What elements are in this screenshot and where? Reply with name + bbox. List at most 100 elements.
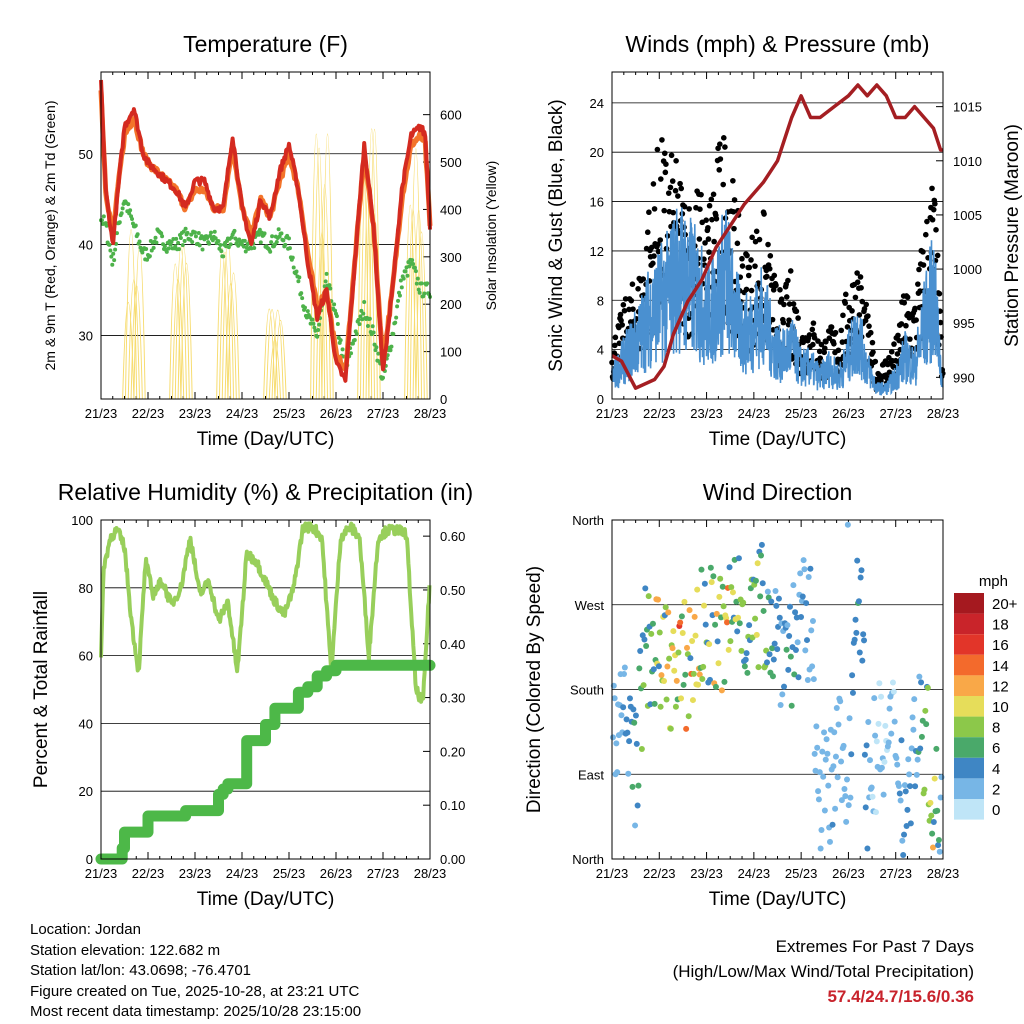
dewpoint-point [258, 240, 263, 245]
gust-point [646, 209, 652, 216]
gust-point [743, 286, 750, 293]
direction-point [895, 782, 902, 789]
dewpoint-point [357, 322, 362, 327]
dewpoint-point [361, 311, 366, 316]
direction-point [912, 783, 919, 790]
dewpoint-point [371, 330, 376, 335]
direction-point [701, 602, 708, 609]
dewpoint-point [180, 243, 185, 248]
direction-point [685, 713, 692, 720]
direction-point [621, 664, 628, 671]
dewpoint-point [349, 351, 354, 356]
gust-point [749, 234, 755, 241]
direction-point [934, 807, 941, 814]
direction-point [611, 695, 618, 702]
gust-point [936, 290, 943, 297]
insolation-spike [409, 148, 423, 400]
direction-point [774, 646, 781, 653]
direction-point [689, 638, 696, 645]
insolation-spike [263, 308, 276, 400]
direction-point [683, 644, 690, 651]
humidity-y2tick-label: 0.10 [440, 798, 465, 813]
gust-point [655, 248, 662, 255]
dewpoint-point [126, 202, 131, 207]
direction-point [901, 831, 908, 838]
dewpoint-point [190, 240, 195, 245]
dewpoint-point [367, 316, 372, 321]
gust-point [865, 313, 871, 319]
dewpoint-point [130, 217, 135, 222]
gust-point [697, 206, 703, 213]
direction-point [645, 593, 652, 600]
direction-point [679, 629, 686, 636]
gust-point [651, 206, 658, 212]
direction-point [843, 818, 850, 825]
dewpoint-point [340, 347, 345, 352]
direction-point [849, 672, 856, 679]
dewpoint-point [228, 242, 233, 247]
direction-point [819, 748, 826, 755]
gust-point [777, 286, 783, 293]
gust-point [894, 351, 901, 357]
direction-point [890, 688, 897, 695]
dewpoint-point [166, 246, 171, 251]
direction-point [933, 745, 940, 752]
direction-point [893, 754, 900, 761]
winds-ytick-label: 16 [590, 195, 604, 210]
direction-point [808, 627, 815, 634]
insolation-spike [180, 262, 193, 400]
dewpoint-point [101, 214, 106, 219]
direction-point [677, 619, 684, 626]
insolation-spike [127, 279, 141, 400]
direction-xtick-label: 23/23 [690, 866, 723, 881]
direction-point [875, 720, 882, 727]
winds-xtick-label: 26/23 [832, 406, 865, 421]
direction-point [726, 564, 733, 571]
dewpoint-point [401, 276, 406, 281]
direction-point [682, 671, 689, 678]
humidity-ytick-label: 80 [79, 581, 93, 596]
dewpoint-point [162, 244, 167, 249]
speed-legend-swatch [954, 654, 984, 676]
gust-point [895, 332, 901, 339]
dewpoint-point [302, 305, 307, 310]
direction-point [746, 622, 753, 629]
direction-point [929, 830, 936, 837]
gust-point [720, 135, 727, 141]
winds-ytick-label: 20 [590, 145, 604, 160]
winds-y2label: Station Pressure (Maroon) [1002, 124, 1023, 347]
dewpoint-point [374, 345, 379, 350]
dewpoint-point [147, 254, 152, 259]
direction-point [634, 802, 641, 809]
direction-point [872, 732, 879, 739]
direction-point [742, 656, 749, 663]
direction-point [901, 782, 908, 789]
temperature-xlabel: Time (Day/UTC) [197, 429, 335, 450]
dewpoint-point [268, 249, 273, 254]
dewpoint-point [210, 238, 215, 243]
dewpoint-point [269, 240, 274, 245]
temperature-y2tick-label: 500 [440, 155, 462, 170]
speed-legend-label: 20+ [992, 596, 1018, 613]
direction-point [900, 851, 907, 858]
dewpoint-point [350, 341, 355, 346]
direction-point [840, 742, 847, 749]
dewpoint-point [381, 375, 385, 380]
direction-point [672, 703, 679, 710]
direction-ytick-label: East [578, 767, 604, 782]
direction-point [740, 599, 747, 606]
direction-point [719, 583, 726, 590]
gust-point [746, 264, 753, 271]
gust-point [681, 203, 688, 210]
gust-point [730, 209, 737, 215]
temperature-xtick-label: 21/23 [85, 406, 118, 421]
gust-point [937, 319, 944, 326]
gust-point [651, 253, 657, 259]
dewpoint-point [389, 344, 394, 349]
dewpoint-point [323, 279, 328, 284]
direction-point [715, 660, 722, 667]
direction-point [716, 593, 723, 600]
gust-point [866, 323, 872, 329]
temperature-ytick-label: 50 [79, 147, 93, 162]
speed-legend-swatch [954, 634, 984, 655]
